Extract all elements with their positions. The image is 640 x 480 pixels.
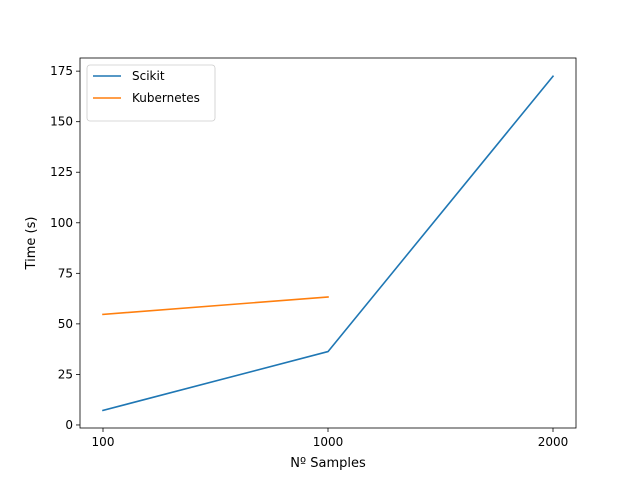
y-axis-label: Time (s) xyxy=(24,217,39,271)
series-line-kubernetes xyxy=(102,296,329,316)
legend-label: Kubernetes xyxy=(132,91,200,105)
x-axis: 100 1000 2000 xyxy=(92,428,569,449)
y-tick-label: 125 xyxy=(50,165,73,179)
y-tick-label: 175 xyxy=(50,64,73,78)
y-tick-label: 75 xyxy=(58,266,73,280)
legend-box xyxy=(86,64,216,122)
x-axis-label: Nº Samples xyxy=(290,456,366,471)
y-tick-label: 25 xyxy=(58,367,73,381)
y-tick-label: 0 xyxy=(65,418,73,432)
series-line-scikit xyxy=(102,75,555,412)
y-tick-label: 100 xyxy=(50,216,73,230)
legend: Scikit Kubernetes xyxy=(86,64,216,122)
y-tick-label: 150 xyxy=(50,115,73,129)
y-axis: 0 25 50 75 100 125 150 175 xyxy=(50,64,80,432)
y-tick-label: 50 xyxy=(58,317,73,331)
legend-label: Scikit xyxy=(132,69,165,83)
x-tick-label: 1000 xyxy=(313,435,344,449)
x-tick-label: 100 xyxy=(92,435,115,449)
x-tick-label: 2000 xyxy=(538,435,569,449)
series-layer xyxy=(102,75,555,412)
